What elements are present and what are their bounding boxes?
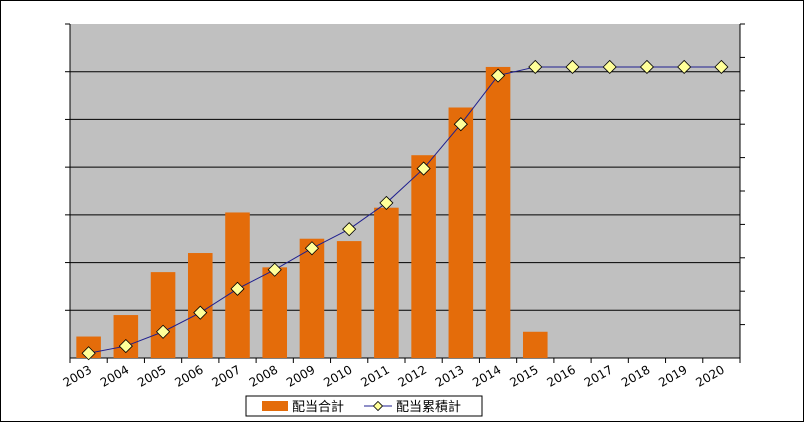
legend-bar-label: 配当合計	[292, 399, 344, 415]
x-tick-label: 2018	[619, 362, 652, 389]
x-tick-label: 2006	[172, 362, 205, 389]
x-tick-label: 2012	[396, 362, 429, 389]
line-point	[528, 59, 543, 75]
x-tick-label: 2010	[321, 362, 354, 389]
line-point	[416, 161, 431, 176]
x-tick-label: 2003	[61, 362, 94, 389]
line-point	[677, 59, 692, 75]
line-point	[81, 346, 96, 361]
x-tick-label: 2008	[247, 362, 280, 389]
x-tick-label: 2011	[358, 362, 391, 389]
line-point	[602, 59, 617, 75]
x-tick-label: 2016	[545, 362, 578, 389]
bar	[374, 207, 399, 358]
legend-line-marker	[372, 400, 384, 412]
x-tick-label: 2020	[693, 362, 726, 389]
axes	[65, 23, 745, 363]
line-point	[304, 241, 320, 256]
line-point	[490, 68, 506, 83]
bar	[150, 272, 176, 358]
plot-area	[70, 24, 740, 358]
line-point	[714, 59, 729, 75]
bar-series	[76, 66, 548, 358]
bar	[262, 267, 288, 358]
bar	[299, 238, 325, 358]
line-point	[453, 117, 468, 132]
line-point	[639, 59, 655, 75]
x-tick-label: 2019	[656, 362, 689, 389]
line-point	[267, 262, 282, 277]
line-series	[81, 59, 729, 361]
bar	[448, 107, 474, 358]
x-tick-label: 2013	[433, 362, 466, 389]
line-point	[155, 324, 171, 339]
bar	[522, 331, 548, 358]
gridlines	[70, 71, 740, 311]
bar	[336, 241, 362, 358]
line-point	[379, 195, 394, 210]
x-tick-label: 2014	[470, 362, 503, 389]
bar	[187, 253, 213, 358]
line-point	[342, 222, 357, 237]
legend: 配当合計 配当累積計	[245, 395, 483, 417]
line-point	[230, 281, 245, 296]
x-tick-label: 2017	[582, 362, 615, 389]
x-tick-label: 2005	[135, 362, 168, 389]
legend-bar-swatch	[262, 401, 288, 411]
x-tick-labels: 2003 2004 2005 2006 2007 2008 2009 2010 2011 2012…	[61, 362, 727, 389]
line-point	[193, 305, 208, 320]
line-point	[565, 59, 580, 75]
line-point	[118, 339, 133, 354]
bar	[411, 155, 436, 358]
x-tick-label: 2015	[507, 362, 540, 389]
x-tick-label: 2004	[98, 362, 131, 389]
x-tick-label: 2007	[210, 362, 243, 389]
legend-line-label: 配当累積計	[396, 399, 461, 415]
x-tick-label: 2009	[284, 362, 317, 389]
bar	[485, 66, 511, 358]
